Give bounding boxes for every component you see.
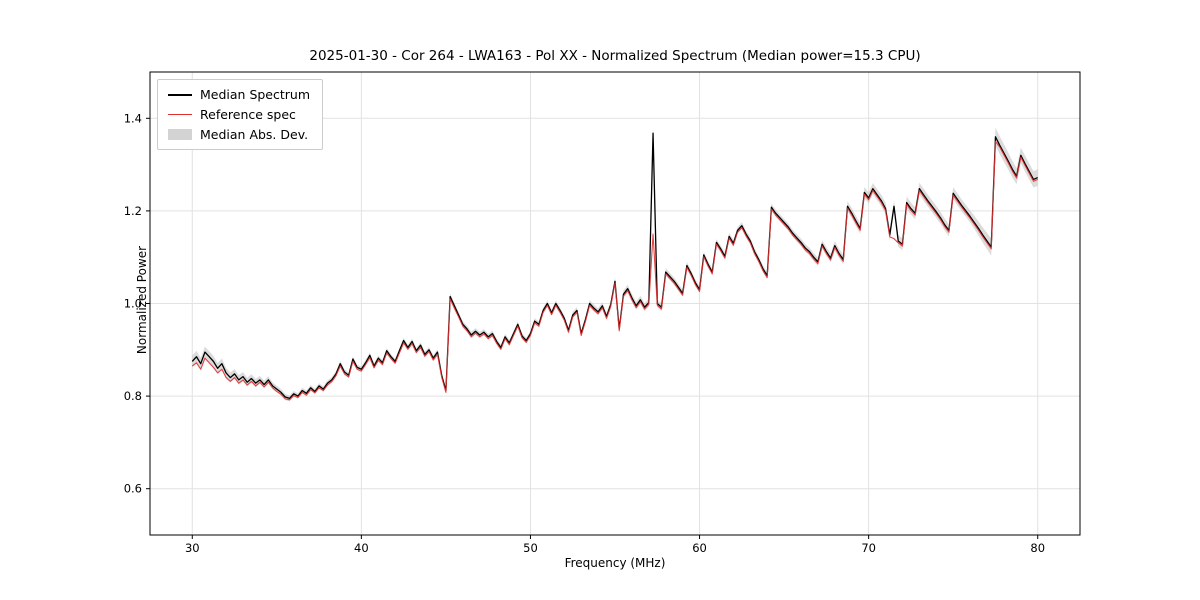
chart-title: 2025-01-30 - Cor 264 - LWA163 - Pol XX -… — [309, 48, 921, 64]
x-tick-label: 30 — [185, 541, 200, 555]
legend-label: Median Abs. Dev. — [200, 127, 309, 142]
mad-band-swatch-icon — [168, 129, 192, 140]
x-tick-label: 80 — [1030, 541, 1045, 555]
x-axis-label: Frequency (MHz) — [564, 556, 666, 570]
median-line-swatch-icon — [168, 93, 192, 96]
reference-line-swatch-icon — [168, 114, 192, 115]
y-tick-label: 0.6 — [124, 482, 142, 496]
x-tick-label: 60 — [692, 541, 707, 555]
legend-item-median: Median Spectrum — [168, 87, 310, 102]
legend: Median Spectrum Reference spec Median Ab… — [157, 79, 324, 150]
y-tick-label: 1.0 — [124, 297, 142, 311]
x-tick-label: 50 — [523, 541, 538, 555]
reference-spec-line — [191, 140, 1038, 401]
y-tick-label: 1.2 — [124, 204, 142, 218]
y-tick-label: 1.4 — [124, 111, 142, 125]
x-tick-label: 70 — [861, 541, 876, 555]
legend-label: Median Spectrum — [200, 87, 311, 102]
mad-band — [192, 127, 1038, 402]
median-spectrum-line — [191, 132, 1038, 400]
y-tick-label: 0.8 — [124, 389, 142, 403]
legend-item-mad: Median Abs. Dev. — [168, 127, 310, 142]
legend-item-reference: Reference spec — [168, 107, 310, 122]
x-tick-label: 40 — [354, 541, 369, 555]
legend-label: Reference spec — [200, 107, 296, 122]
